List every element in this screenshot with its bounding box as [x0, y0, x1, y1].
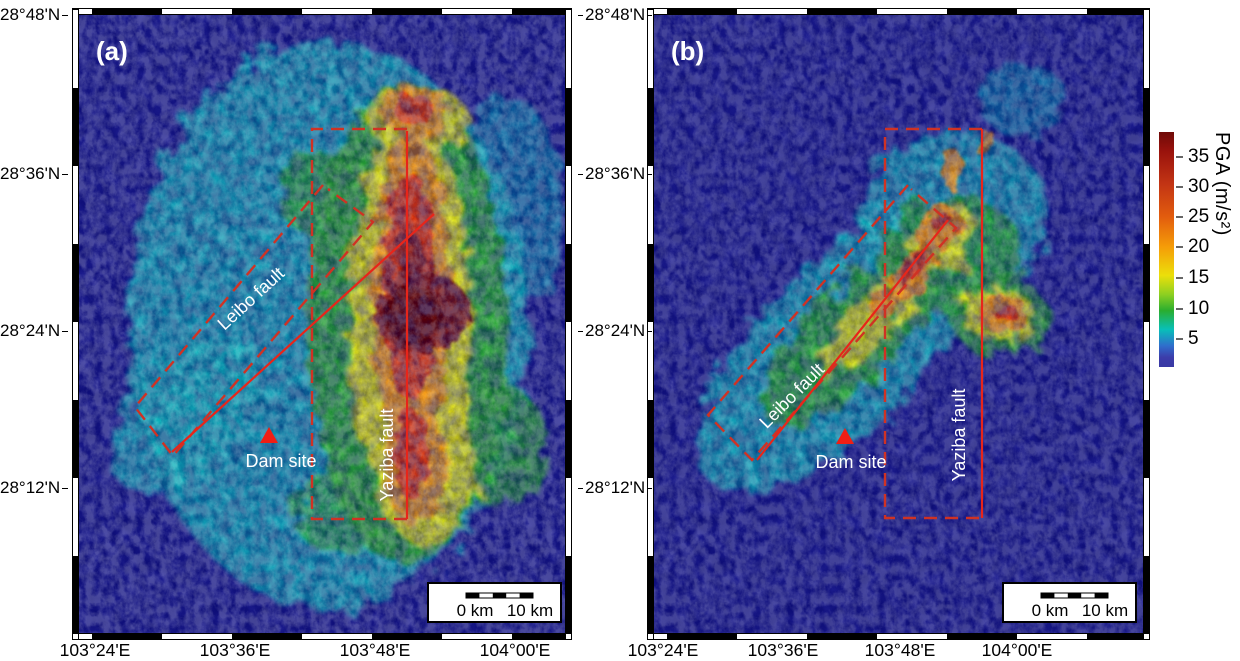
scale-bar-b: 0 km 10 km: [1002, 582, 1137, 623]
dam-site-label-b: Dam site: [815, 452, 886, 472]
frame-left-b: [647, 8, 654, 640]
panel-label-b: (b): [671, 36, 704, 66]
colorbar-label-15: 15: [1188, 267, 1210, 288]
lon-label-a-10348: 103°48'E: [339, 640, 411, 660]
colorbar-tick-20: [1176, 246, 1183, 248]
scale-bar-box-a: [427, 582, 562, 623]
dam-site-triangle-icon-a: [260, 427, 278, 443]
frame-right-b: [1143, 8, 1150, 640]
yaziba-fault-zone-box-a: [310, 127, 409, 521]
map-a-canvas: Leibo fault Yaziba fault Dam site (a) 0 …: [78, 15, 565, 633]
colorbar-tick-10: [1176, 308, 1183, 310]
map-panel-b: Leibo fault Yaziba fault Dam site (b) 0 …: [652, 14, 1144, 634]
colorbar-label-35: 35: [1188, 146, 1210, 167]
scale-seg-b3: [1094, 593, 1108, 598]
colorbar-tick-25: [1176, 216, 1183, 218]
colorbar-tick-35: [1176, 156, 1183, 158]
lon-label-b-10400: 104°00'E: [981, 640, 1053, 660]
lat-label-b-2836: 28°36'N: [576, 164, 646, 183]
lat-label-b-2824: 28°24'N: [576, 321, 646, 340]
colorbar-label-25: 25: [1188, 206, 1210, 227]
lon-label-a-10324: 103°24'E: [59, 640, 131, 660]
frame-top-a: [72, 8, 572, 15]
lat-label-a-2824: 28°24'N: [0, 321, 64, 340]
frame-top-b: [647, 8, 1150, 15]
lat-label-a-2848: 28°48'N: [0, 5, 64, 24]
colorbar-label-10: 10: [1188, 298, 1210, 319]
colorbar-tick-30: [1176, 186, 1183, 188]
yaziba-fault-zone-box-b: [883, 127, 982, 520]
fault-zone-dashed-boxes-a: [133, 127, 409, 521]
scale-bar-a: 0 km 10 km: [427, 582, 562, 623]
fault-trace-lines-b: [756, 129, 984, 518]
scale-bar-ten-label-b: 10 km: [1082, 601, 1128, 620]
frame-bottom-b: [647, 633, 1150, 640]
yaziba-fault-label-a: Yaziba fault: [377, 409, 397, 502]
terrain-highlight-texture-b: [653, 15, 1143, 633]
frame-right-a: [565, 8, 572, 640]
fault-trace-lines-a: [171, 131, 435, 519]
dam-site-triangle-icon-b: [836, 428, 854, 444]
scale-seg-a2: [492, 593, 507, 598]
scale-seg-b1: [1041, 593, 1055, 598]
lon-label-b-10348: 103°48'E: [864, 640, 936, 660]
map-panel-a: Leibo fault Yaziba fault Dam site (a) 0 …: [77, 14, 566, 634]
map-b-canvas: Leibo fault Yaziba fault Dam site (b) 0 …: [653, 15, 1143, 633]
scale-bar-zero-label-b: 0 km: [1032, 601, 1069, 620]
colorbar-tick-15: [1176, 277, 1183, 279]
terrain-highlight-texture-a: [78, 15, 565, 633]
scale-bar-box-b: [1002, 582, 1137, 623]
lat-label-b-2848: 28°48'N: [576, 5, 646, 24]
colorbar-tick-5: [1176, 338, 1183, 340]
fault-zone-dashed-boxes-b: [706, 127, 982, 520]
scale-seg-a1: [466, 593, 480, 598]
frame-left-a: [72, 8, 79, 640]
colorbar-title-pga: PGA (m/s²): [1211, 132, 1233, 236]
dam-site-label-a: Dam site: [245, 451, 316, 471]
lon-label-a-10400: 104°00'E: [479, 640, 551, 660]
colorbar-label-30: 30: [1188, 176, 1210, 197]
panel-label-a: (a): [96, 36, 128, 66]
lat-label-b-2812: 28°12'N: [576, 478, 646, 497]
colorbar-label-5: 5: [1188, 328, 1199, 349]
lat-label-a-2812: 28°12'N: [0, 478, 64, 497]
lon-label-b-10324: 103°24'E: [627, 640, 699, 660]
pga-colorbar-gradient: [1159, 132, 1174, 367]
lon-label-a-10336: 103°36'E: [199, 640, 271, 660]
scale-bar-zero-label-a: 0 km: [457, 601, 494, 620]
leibo-fault-zone-box-b: [706, 184, 958, 462]
lon-label-b-10336: 103°36'E: [747, 640, 819, 660]
yaziba-fault-label-b: Yaziba fault: [949, 389, 969, 482]
scale-bar-ten-label-a: 10 km: [507, 601, 553, 620]
scale-seg-a3: [519, 593, 533, 598]
leibo-fault-line-b: [756, 219, 949, 461]
scale-seg-b2: [1067, 593, 1082, 598]
colorbar-label-20: 20: [1188, 236, 1210, 257]
leibo-fault-zone-box-a: [133, 184, 375, 458]
frame-bottom-a: [72, 633, 572, 640]
lat-label-a-2836: 28°36'N: [0, 164, 64, 183]
leibo-fault-line-a: [171, 213, 435, 453]
